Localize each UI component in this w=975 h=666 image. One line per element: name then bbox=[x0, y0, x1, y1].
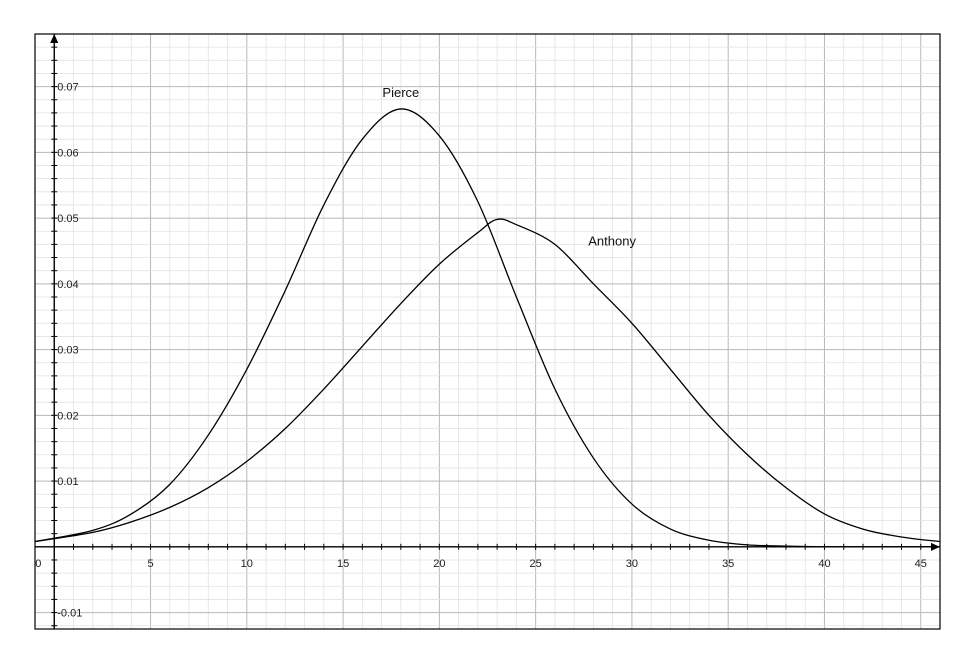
series-label-pierce: Pierce bbox=[382, 85, 419, 100]
x-tick-label: 40 bbox=[818, 558, 830, 570]
plot-frame bbox=[34, 33, 941, 630]
chart-tick-labels: 0 5 10 15 20 25 30 35 40 45 -0.01 0.01 0.02 0.03 0.04 0… bbox=[35, 82, 927, 620]
y-tick-label: 0.03 bbox=[57, 345, 78, 357]
x-tick-label: 15 bbox=[337, 558, 349, 570]
series-line-anthony bbox=[34, 218, 941, 543]
series-line-pierce bbox=[34, 108, 940, 548]
y-tick-label: 0.07 bbox=[57, 82, 78, 94]
x-tick-label: 5 bbox=[147, 558, 153, 570]
y-tick-label: -0.01 bbox=[57, 608, 82, 620]
chart-series: Pierce Anthony bbox=[34, 85, 941, 548]
y-tick-label: 0.05 bbox=[57, 213, 78, 225]
x-tick-label: 0 bbox=[35, 558, 41, 570]
y-tick-label: 0.02 bbox=[57, 410, 78, 422]
x-tick-label: 10 bbox=[241, 558, 253, 570]
x-tick-label: 45 bbox=[915, 558, 927, 570]
x-tick-label: 30 bbox=[626, 558, 638, 570]
chart-grid bbox=[34, 33, 941, 629]
series-label-anthony: Anthony bbox=[588, 233, 636, 248]
x-tick-label: 35 bbox=[722, 558, 734, 570]
x-tick-label: 20 bbox=[433, 558, 445, 570]
x-tick-label: 25 bbox=[530, 558, 542, 570]
y-axis-arrow bbox=[50, 34, 59, 43]
y-tick-label: 0.06 bbox=[57, 147, 78, 159]
y-tick-label: 0.04 bbox=[57, 279, 78, 291]
y-tick-label: 0.01 bbox=[57, 476, 78, 488]
